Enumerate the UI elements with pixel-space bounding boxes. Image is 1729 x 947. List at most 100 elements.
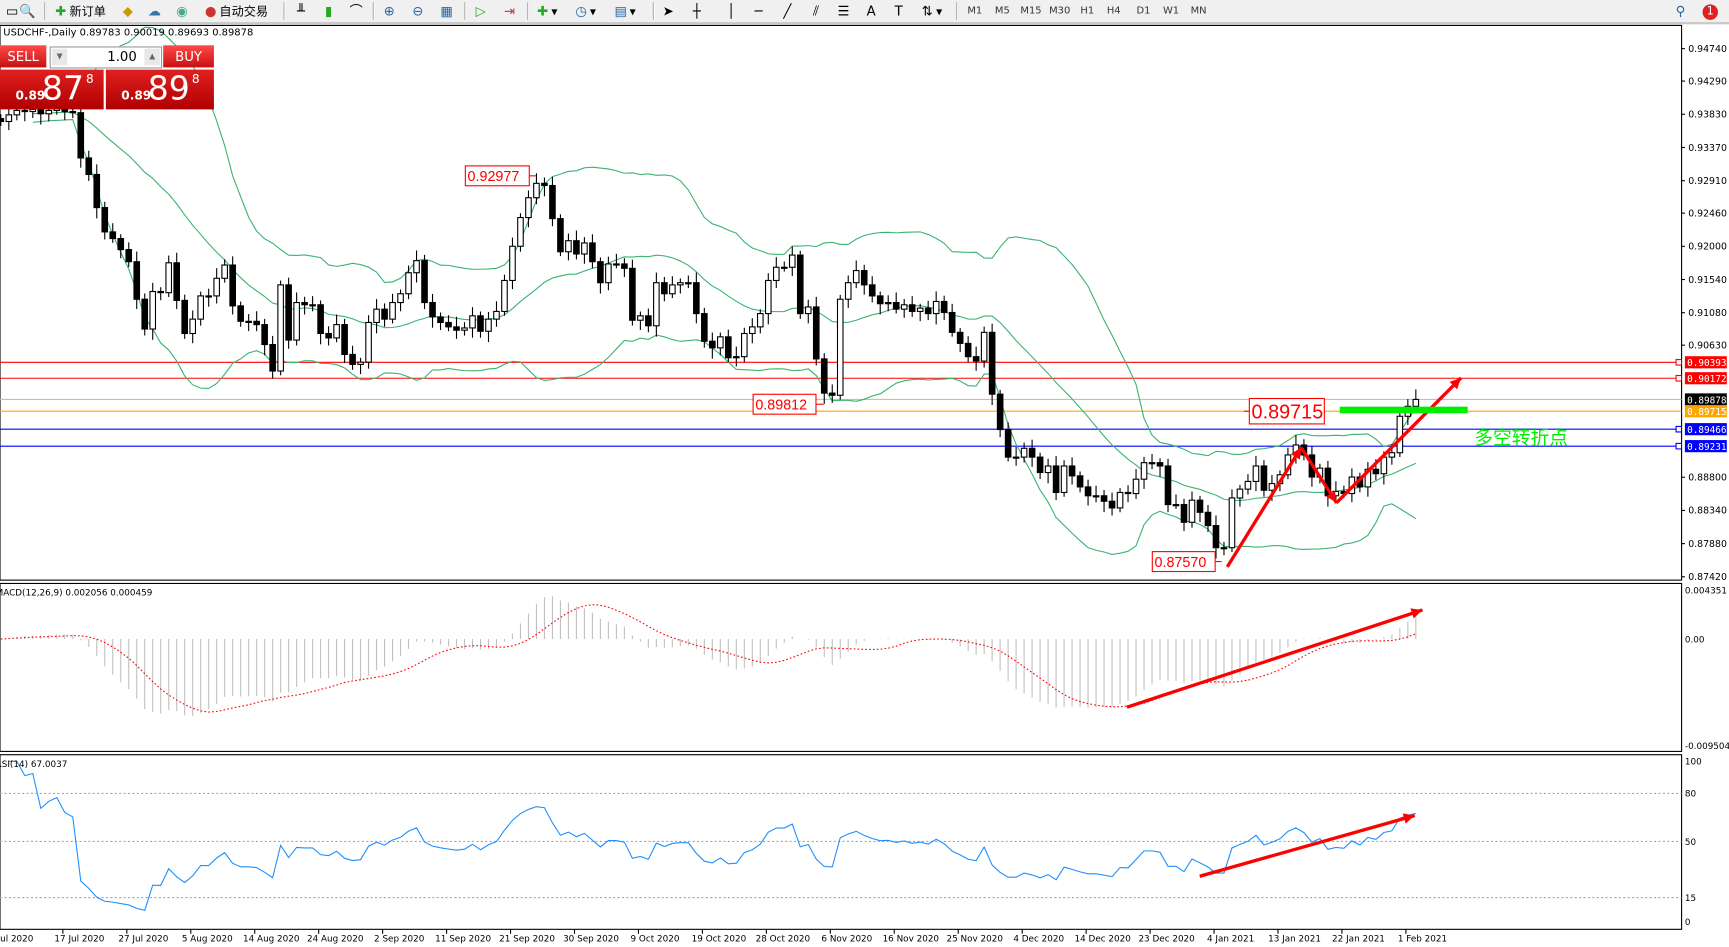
candle (908, 296, 916, 317)
candle (1036, 452, 1044, 480)
candle (621, 258, 628, 278)
arrow-up-icon (1335, 376, 1463, 504)
candle (445, 315, 452, 332)
timeframe-w1[interactable]: W1 (1162, 5, 1180, 17)
auto-scroll-icon[interactable]: ▷ (475, 3, 486, 19)
candle (868, 276, 876, 303)
timeframe-m15[interactable]: M15 (1020, 5, 1042, 17)
vertical-line-icon[interactable]: │ (727, 3, 736, 19)
separator (44, 2, 47, 20)
candle (1252, 455, 1260, 492)
chart-shift-icon[interactable]: ⇥ (503, 3, 515, 19)
candle (1124, 485, 1132, 503)
candle-body-bear (253, 320, 260, 326)
candle-body-bear (860, 270, 868, 286)
tile-windows-icon[interactable]: ▦ (440, 3, 453, 19)
window-icon[interactable]: ▭ (5, 3, 19, 19)
candle (109, 223, 117, 243)
date-tick-label: 30 Sep 2020 (563, 934, 619, 944)
candle-body-bear (117, 237, 125, 251)
price-tick-label: 0.91540 (1688, 275, 1727, 286)
candle (637, 311, 644, 330)
separator (283, 2, 286, 20)
timeframe-m1[interactable]: M1 (967, 5, 983, 17)
candle (85, 150, 93, 181)
zoom-out-icon[interactable]: ⊖ (412, 3, 424, 19)
candle-body-bull (733, 356, 740, 359)
auto-trading-button[interactable]: ● 自动交易 (202, 2, 268, 20)
zoom-in-icon[interactable]: ⊕ (383, 3, 395, 19)
date-tick-label: 1 Feb 2021 (1398, 934, 1447, 944)
line-chart-icon[interactable]: ⌒ (349, 3, 363, 19)
candle-body-bull (205, 295, 212, 298)
navigator-icon[interactable]: ☁ (147, 3, 161, 19)
candle-body-bear (892, 301, 900, 310)
date-tick-label: 5 Aug 2020 (182, 934, 233, 944)
templates-dropdown[interactable]: ▤ ▾ (614, 3, 636, 19)
buy-price-button[interactable]: 0.89 89 8 (105, 69, 214, 110)
candle-body-bear (964, 342, 972, 358)
signals-icon[interactable]: ◉ (176, 3, 188, 19)
crosshair-icon[interactable]: ┼ (692, 3, 701, 19)
sell-button[interactable]: SELL (0, 45, 47, 68)
new-order-button[interactable]: ✚ 新订单 (52, 2, 106, 20)
candle (1188, 491, 1196, 528)
text-icon[interactable]: A (866, 3, 876, 19)
candle (117, 234, 125, 259)
candle-body-bull (213, 277, 220, 297)
buy-button[interactable]: BUY (163, 45, 214, 68)
timeframe-m30[interactable]: M30 (1049, 5, 1071, 17)
indicators-dropdown[interactable]: ✚ ▾ (536, 3, 558, 19)
candle (1204, 505, 1212, 533)
timeframe-h1[interactable]: H1 (1080, 5, 1095, 17)
horizontal-line-icon[interactable]: ─ (754, 3, 763, 19)
data-window-icon[interactable]: 🔍 (19, 3, 36, 19)
candle (1076, 471, 1084, 493)
candle (1108, 492, 1116, 516)
timeframe-h4[interactable]: H4 (1106, 5, 1121, 17)
volume-input[interactable]: ▼ 1.00 ▲ (49, 46, 163, 69)
candle (245, 314, 252, 332)
candle (181, 294, 189, 339)
equidistant-channel-icon[interactable]: ⫽ (813, 3, 819, 19)
bar-chart-icon[interactable]: ╨ (297, 3, 306, 19)
volume-decrease-icon[interactable]: ▼ (51, 48, 68, 66)
notifications-button[interactable]: 1 (1702, 2, 1718, 20)
candle-body-bull (748, 326, 756, 335)
separator (464, 2, 467, 20)
arrows-dropdown[interactable]: ⇅ ▾ (921, 3, 943, 19)
candle (141, 293, 149, 336)
cursor-icon[interactable]: ➤ (662, 3, 674, 19)
volume-increase-icon[interactable]: ▲ (144, 48, 160, 66)
candle-body-bear (453, 326, 460, 331)
candle (996, 389, 1004, 438)
candle (469, 307, 476, 338)
date-tick-label: 4 Jan 2021 (1207, 934, 1254, 944)
candle-body-bear (629, 267, 636, 321)
trendline-icon[interactable]: ╱ (783, 3, 792, 19)
candle (1244, 474, 1252, 495)
timeframe-mn[interactable]: MN (1190, 5, 1207, 17)
candle (373, 299, 380, 334)
candle (341, 318, 348, 364)
sell-price-button[interactable]: 0.89 87 8 (0, 69, 104, 110)
price-tag-bg (1684, 440, 1727, 453)
rsi-pane (0, 754, 1683, 930)
candle (948, 303, 956, 337)
sell-price-big: 87 (41, 69, 85, 109)
timeframe-d1[interactable]: D1 (1136, 5, 1151, 17)
candle-body-bear (77, 112, 85, 159)
market-watch-icon[interactable]: ◆ (122, 3, 133, 19)
candle-body-bull (405, 272, 412, 295)
timeframe-m5[interactable]: M5 (994, 5, 1010, 17)
fibonacci-icon[interactable]: ☰ (837, 3, 850, 19)
candlestick-icon[interactable]: ▮ (324, 3, 333, 19)
periods-dropdown[interactable]: ◷ ▾ (575, 3, 597, 19)
date-tick-label: 2 Sep 2020 (374, 934, 425, 944)
candle (717, 332, 724, 356)
search-icon[interactable]: ⚲ (1675, 3, 1686, 19)
text-label-icon[interactable]: T (894, 3, 903, 19)
price-tick-label: 0.91080 (1688, 308, 1727, 319)
